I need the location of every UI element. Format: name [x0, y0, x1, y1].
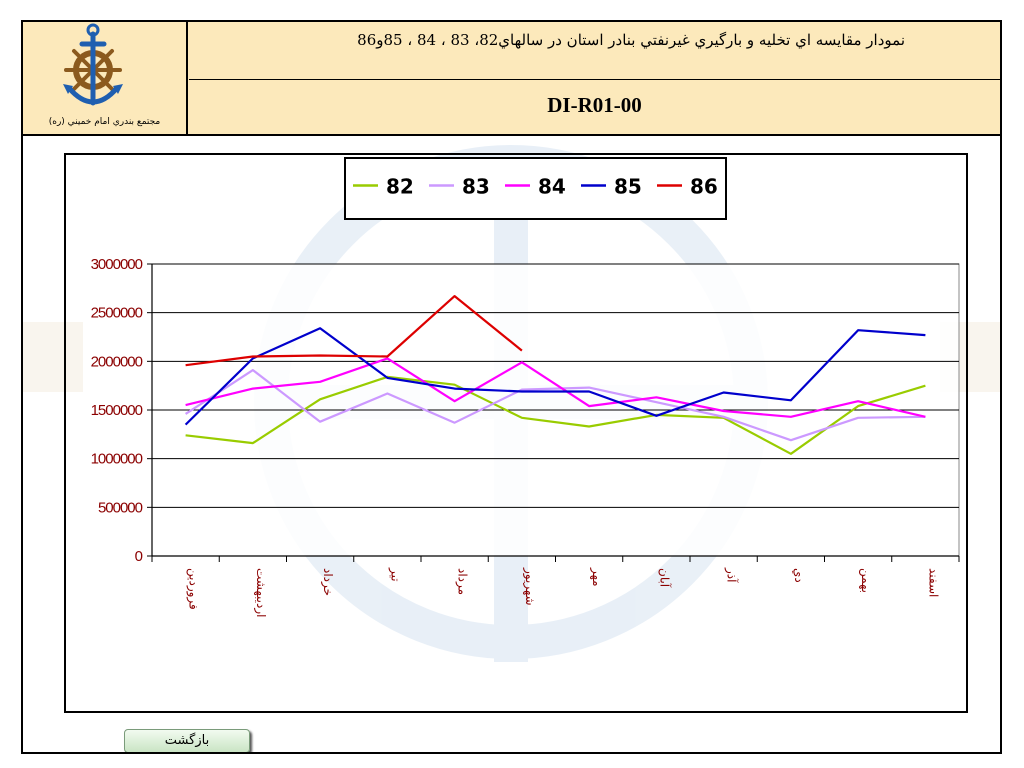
- series-line-83: [184, 369, 926, 442]
- y-tick-label: 500000: [98, 499, 143, 516]
- y-tick-label: 3000000: [91, 256, 143, 273]
- legend-label-84: 84: [538, 175, 566, 199]
- legend-label-85: 85: [614, 175, 642, 199]
- y-tick-label: 2000000: [91, 353, 143, 370]
- x-tick-label: مرداد: [455, 568, 470, 595]
- header: مجتمع بندري امام خميني (ره) نمودار مقايس…: [23, 22, 1000, 136]
- x-tick-label: بهمن: [858, 568, 873, 593]
- logo-caption: مجتمع بندري امام خميني (ره): [48, 117, 161, 127]
- y-tick-label: 0: [135, 548, 143, 565]
- x-tick-label: شهريور: [522, 567, 537, 606]
- x-tick-label: خرداد: [320, 568, 335, 596]
- x-tick-label: آبان: [657, 568, 672, 588]
- series-line-86: [185, 295, 523, 367]
- x-tick-label: ارديبهشت: [253, 568, 268, 617]
- x-tick-label: اسفند: [926, 568, 940, 597]
- title-row: نمودار مقايسه اي تخليه و بارگيري غيرنفتي…: [189, 22, 1000, 80]
- series-line-84: [185, 357, 926, 418]
- y-tick-label: 1500000: [91, 402, 143, 419]
- legend-box: [344, 157, 727, 220]
- legend-label-86: 86: [690, 175, 718, 199]
- slide-frame: مجتمع بندري امام خميني (ره) نمودار مقايس…: [21, 20, 1002, 754]
- line-chart: 0 500000 1000000 1500000 2000000 2500000 30000…: [91, 157, 960, 617]
- series-line-82: [185, 375, 926, 455]
- x-tick-label: آذر: [724, 567, 740, 583]
- chart-container: 0 500000 1000000 1500000 2000000 2500000 30000…: [64, 153, 968, 713]
- x-tick-label: فروردين: [186, 568, 201, 610]
- document-code: DI-R01-00: [547, 93, 642, 117]
- anchor-ship-wheel-icon: [63, 23, 123, 106]
- x-tick-label: تير: [387, 567, 402, 582]
- legend-label-83: 83: [462, 175, 490, 199]
- y-tick-label: 1000000: [91, 451, 143, 468]
- x-tick-label: مهر: [589, 567, 604, 587]
- x-tick-label: دي: [792, 568, 806, 583]
- back-button[interactable]: بازگشت: [124, 729, 250, 752]
- series-line-85: [184, 327, 926, 426]
- page-title: نمودار مقايسه اي تخليه و بارگيري غيرنفتي…: [357, 31, 905, 49]
- y-tick-label: 2500000: [91, 305, 143, 322]
- legend-label-82: 82: [386, 175, 414, 199]
- logo-cell: مجتمع بندري امام خميني (ره): [23, 22, 188, 134]
